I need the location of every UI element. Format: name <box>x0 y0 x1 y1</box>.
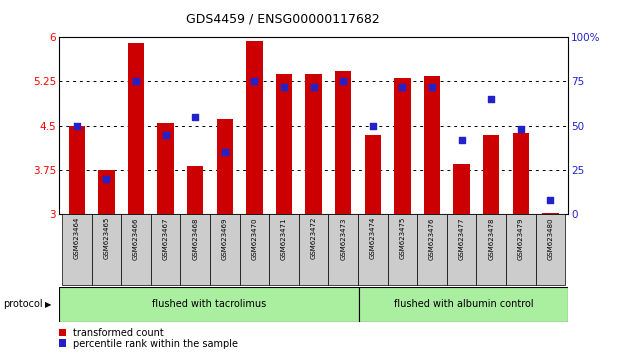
Bar <box>247 41 263 214</box>
Bar <box>240 214 269 285</box>
Bar <box>424 75 440 214</box>
Point <box>309 84 319 90</box>
Bar <box>476 214 506 285</box>
Bar <box>506 214 536 285</box>
Bar <box>358 287 568 322</box>
Text: flushed with albumin control: flushed with albumin control <box>394 299 533 309</box>
Bar <box>394 79 410 214</box>
Text: GSM623467: GSM623467 <box>163 217 168 259</box>
Bar <box>151 214 180 285</box>
Bar <box>536 214 565 285</box>
Point <box>486 96 496 102</box>
Bar <box>210 214 240 285</box>
Text: GSM623470: GSM623470 <box>252 217 257 259</box>
Text: ▶: ▶ <box>45 300 51 309</box>
Point <box>101 176 111 182</box>
Bar <box>388 214 417 285</box>
Text: percentile rank within the sample: percentile rank within the sample <box>73 339 238 349</box>
Text: flushed with tacrolimus: flushed with tacrolimus <box>152 299 266 309</box>
Bar <box>358 214 388 285</box>
Bar <box>187 166 203 214</box>
Bar <box>365 135 381 214</box>
Bar <box>417 214 447 285</box>
Bar <box>128 43 144 214</box>
Bar <box>276 74 292 214</box>
Bar <box>269 214 299 285</box>
Bar <box>217 119 233 214</box>
Text: GSM623469: GSM623469 <box>222 217 228 259</box>
Text: GSM623480: GSM623480 <box>548 217 553 259</box>
Bar <box>158 123 174 214</box>
Bar <box>542 213 559 214</box>
Bar <box>98 170 114 214</box>
Bar <box>299 214 329 285</box>
Text: GSM623473: GSM623473 <box>340 217 347 259</box>
Point <box>250 79 260 84</box>
Point <box>279 84 289 90</box>
Bar <box>306 74 322 214</box>
Bar <box>453 164 469 214</box>
Text: GSM623474: GSM623474 <box>370 217 376 259</box>
Point <box>397 84 407 90</box>
Bar <box>335 72 351 214</box>
Point <box>456 137 466 143</box>
Text: GSM623476: GSM623476 <box>429 217 435 259</box>
Text: GSM623468: GSM623468 <box>192 217 198 259</box>
Point <box>220 149 230 155</box>
Text: GSM623475: GSM623475 <box>399 217 406 259</box>
Text: GSM623471: GSM623471 <box>281 217 287 259</box>
Bar <box>121 214 151 285</box>
Bar <box>62 214 91 285</box>
Text: GDS4459 / ENSG00000117682: GDS4459 / ENSG00000117682 <box>186 12 379 25</box>
Point <box>516 126 526 132</box>
Point <box>545 197 555 203</box>
Point <box>131 79 141 84</box>
Text: GSM623477: GSM623477 <box>459 217 465 259</box>
Bar <box>91 214 121 285</box>
Bar <box>180 214 210 285</box>
Point <box>368 123 378 129</box>
Text: GSM623478: GSM623478 <box>488 217 494 259</box>
Point <box>338 79 348 84</box>
Text: GSM623464: GSM623464 <box>74 217 79 259</box>
Text: GSM623479: GSM623479 <box>518 217 524 259</box>
Bar <box>68 126 85 214</box>
Text: transformed count: transformed count <box>73 329 163 338</box>
Point <box>190 114 200 120</box>
Text: GSM623466: GSM623466 <box>133 217 139 259</box>
Point <box>161 132 171 137</box>
Point <box>72 123 82 129</box>
Text: GSM623465: GSM623465 <box>103 217 109 259</box>
Text: protocol: protocol <box>3 299 43 309</box>
Bar <box>59 287 358 322</box>
Bar <box>329 214 358 285</box>
Text: GSM623472: GSM623472 <box>310 217 317 259</box>
Bar <box>483 135 499 214</box>
Point <box>427 84 437 90</box>
Bar <box>513 133 529 214</box>
Bar <box>447 214 476 285</box>
